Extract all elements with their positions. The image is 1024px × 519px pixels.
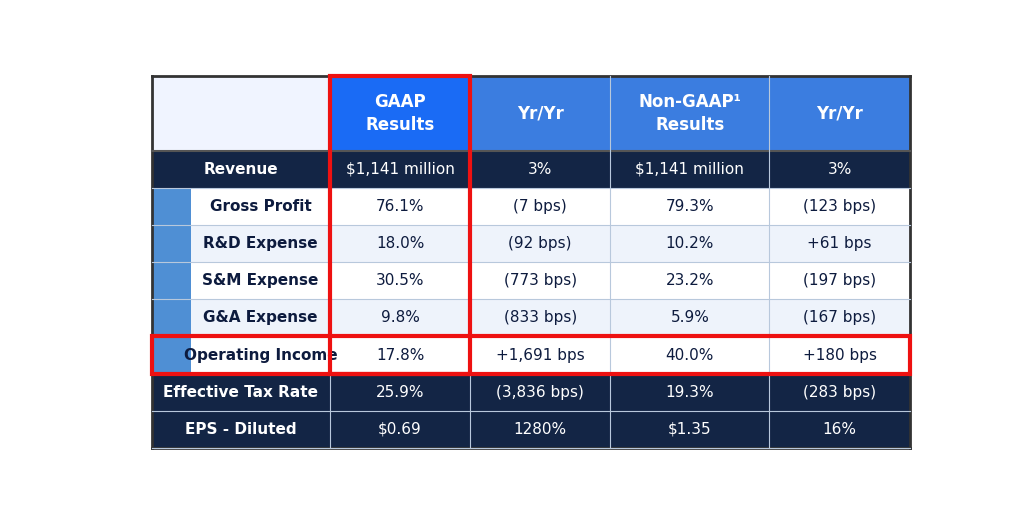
Text: 40.0%: 40.0% — [666, 348, 714, 362]
Bar — [610, 374, 769, 411]
Bar — [191, 225, 330, 262]
Bar — [610, 225, 769, 262]
Text: +61 bps: +61 bps — [807, 236, 871, 251]
Text: 19.3%: 19.3% — [666, 385, 714, 400]
Text: 76.1%: 76.1% — [376, 199, 424, 214]
Text: EPS - Diluted: EPS - Diluted — [185, 422, 297, 437]
Bar — [330, 411, 470, 448]
Text: 3%: 3% — [528, 162, 552, 176]
Text: 10.2%: 10.2% — [666, 236, 714, 251]
Bar — [610, 336, 769, 374]
Text: (92 bps): (92 bps) — [509, 236, 572, 251]
Bar — [470, 262, 610, 299]
Text: 5.9%: 5.9% — [671, 310, 710, 325]
Bar — [470, 374, 610, 411]
Bar — [330, 336, 470, 374]
Text: (167 bps): (167 bps) — [803, 310, 877, 325]
Bar — [769, 225, 909, 262]
Bar — [610, 151, 769, 188]
Text: (123 bps): (123 bps) — [803, 199, 877, 214]
Text: (773 bps): (773 bps) — [504, 273, 577, 288]
Text: $0.69: $0.69 — [378, 422, 422, 437]
Bar — [610, 299, 769, 336]
Bar — [470, 151, 610, 188]
Text: $1,141 million: $1,141 million — [636, 162, 744, 176]
Text: Gross Profit: Gross Profit — [210, 199, 311, 214]
Bar — [769, 151, 909, 188]
Text: 79.3%: 79.3% — [666, 199, 714, 214]
Text: G&A Expense: G&A Expense — [203, 310, 317, 325]
Bar — [330, 225, 470, 262]
Bar — [152, 411, 330, 448]
Text: $1,141 million: $1,141 million — [345, 162, 455, 176]
Bar — [470, 336, 610, 374]
Bar — [152, 336, 909, 374]
Text: R&D Expense: R&D Expense — [203, 236, 317, 251]
Bar — [610, 76, 769, 151]
Bar — [769, 374, 909, 411]
Bar — [330, 76, 470, 374]
Text: 9.8%: 9.8% — [381, 310, 420, 325]
Bar — [191, 262, 330, 299]
Bar — [330, 299, 470, 336]
Bar — [470, 299, 610, 336]
Text: 3%: 3% — [827, 162, 852, 176]
Bar — [152, 374, 330, 411]
Text: 23.2%: 23.2% — [666, 273, 714, 288]
Bar — [610, 411, 769, 448]
Bar — [769, 262, 909, 299]
Bar — [152, 151, 330, 188]
Bar — [610, 188, 769, 225]
Text: +180 bps: +180 bps — [803, 348, 877, 362]
Bar — [610, 262, 769, 299]
Bar — [769, 411, 909, 448]
Bar — [191, 336, 330, 374]
Bar — [769, 299, 909, 336]
Text: Yr/Yr: Yr/Yr — [517, 104, 563, 122]
Text: +1,691 bps: +1,691 bps — [496, 348, 585, 362]
Bar — [152, 188, 191, 374]
Text: Revenue: Revenue — [204, 162, 279, 176]
Bar — [191, 188, 330, 225]
Bar — [769, 188, 909, 225]
Text: 16%: 16% — [822, 422, 857, 437]
Bar — [470, 225, 610, 262]
Bar — [191, 299, 330, 336]
Text: (7 bps): (7 bps) — [513, 199, 567, 214]
Text: Effective Tax Rate: Effective Tax Rate — [164, 385, 318, 400]
Bar — [769, 336, 909, 374]
Bar — [330, 262, 470, 299]
Text: (3,836 bps): (3,836 bps) — [497, 385, 584, 400]
Bar — [470, 76, 610, 151]
Text: 25.9%: 25.9% — [376, 385, 424, 400]
Text: Yr/Yr: Yr/Yr — [816, 104, 863, 122]
Bar — [152, 76, 330, 151]
Text: S&M Expense: S&M Expense — [203, 273, 318, 288]
Text: (283 bps): (283 bps) — [803, 385, 877, 400]
Text: 30.5%: 30.5% — [376, 273, 424, 288]
Bar — [470, 411, 610, 448]
Bar — [330, 76, 470, 151]
Text: (833 bps): (833 bps) — [504, 310, 577, 325]
Bar — [330, 151, 470, 188]
Text: Operating Income: Operating Income — [183, 348, 337, 362]
Text: GAAP
Results: GAAP Results — [366, 93, 434, 133]
Text: 18.0%: 18.0% — [376, 236, 424, 251]
Bar — [330, 188, 470, 225]
Text: 1280%: 1280% — [514, 422, 567, 437]
Bar — [330, 374, 470, 411]
Text: (197 bps): (197 bps) — [803, 273, 877, 288]
Bar — [769, 76, 909, 151]
Text: 17.8%: 17.8% — [376, 348, 424, 362]
Text: Non-GAAP¹
Results: Non-GAAP¹ Results — [639, 93, 741, 133]
Bar — [470, 188, 610, 225]
Text: $1.35: $1.35 — [668, 422, 712, 437]
